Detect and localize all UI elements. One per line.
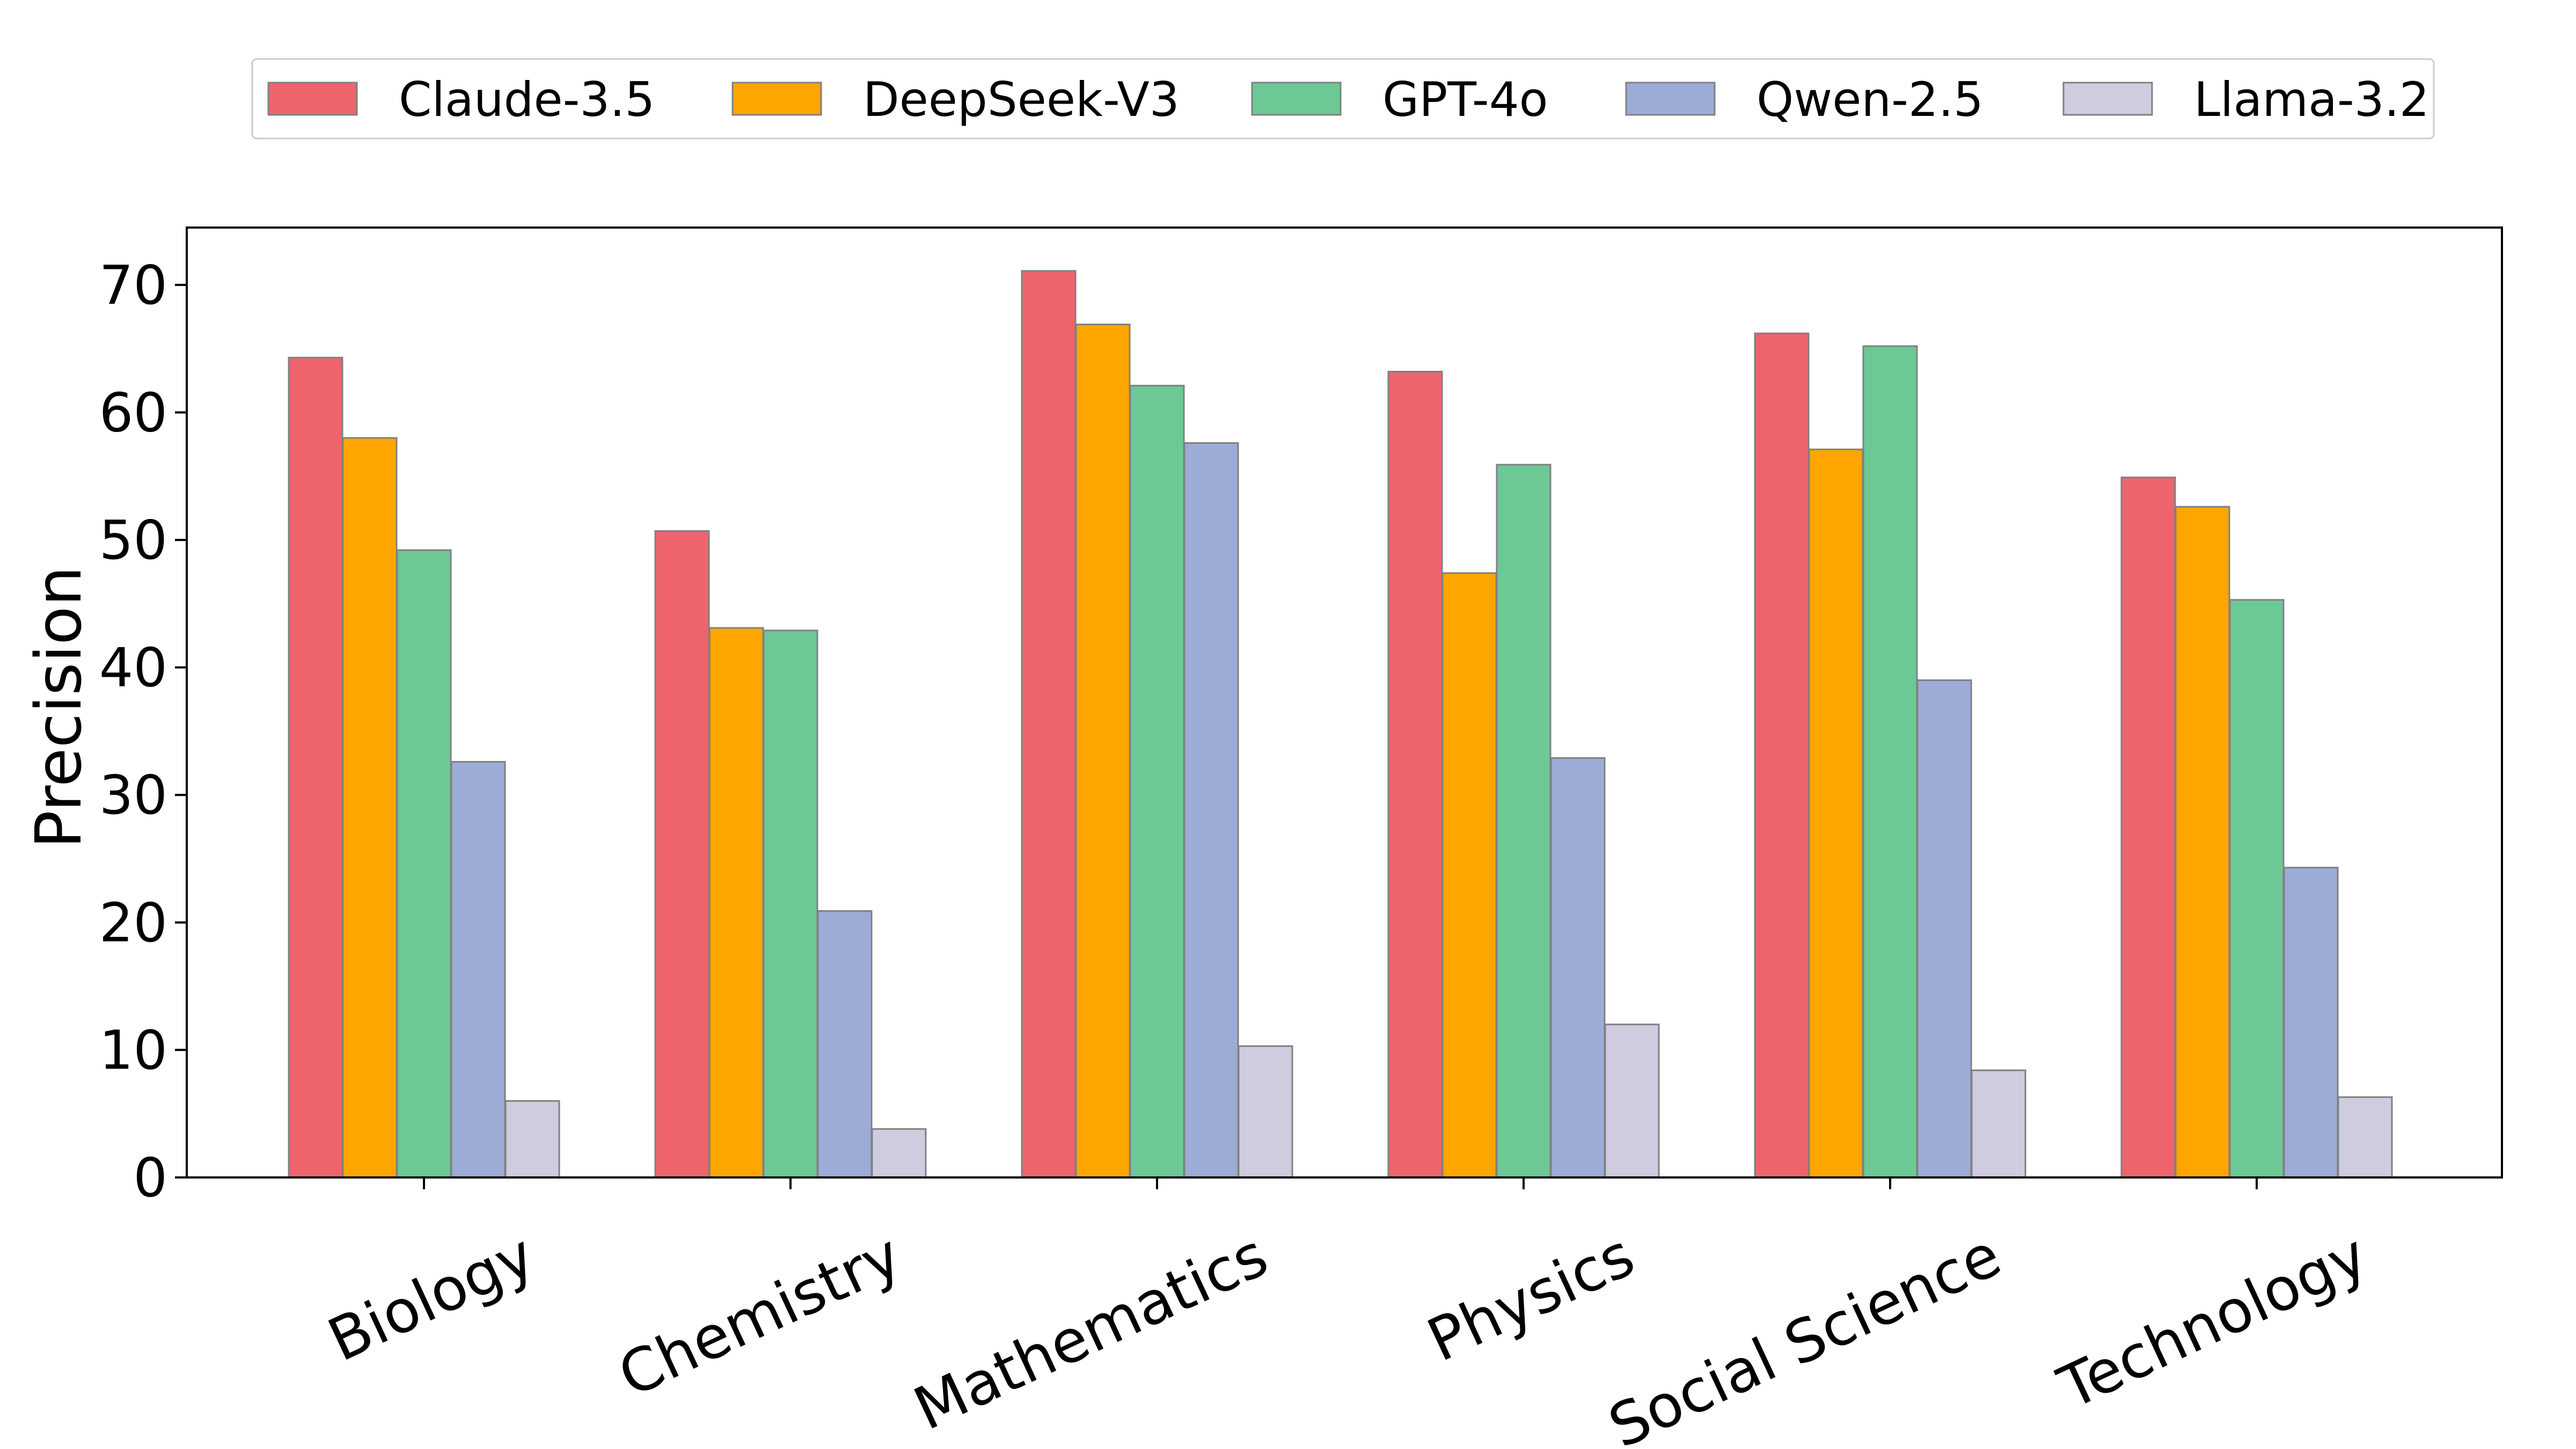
- y-axis-label: Precision: [21, 566, 96, 849]
- legend-swatch-llama-3-2: [2062, 82, 2153, 116]
- bar-qwen-2-5-chemistry: [817, 910, 873, 1179]
- x-tick-label-social-science: Social Science: [1599, 1220, 2011, 1449]
- legend: Claude-3.5 DeepSeek-V3 GPT-4o Qwen-2.5 Llama…: [251, 58, 2435, 140]
- bar-gpt-4o-mathematics: [1129, 385, 1185, 1179]
- legend-swatch-qwen-2-5: [1625, 82, 1716, 116]
- bar-deepseek-v3-physics: [1441, 572, 1497, 1179]
- x-tick-label-technology: Technology: [2048, 1220, 2377, 1423]
- y-tick-label: 60: [99, 381, 167, 444]
- bar-llama-3-2-physics: [1604, 1023, 1660, 1179]
- bar-deepseek-v3-social-science: [1808, 448, 1864, 1179]
- legend-swatch-deepseek-v3: [731, 82, 822, 116]
- bar-claude-3-5-mathematics: [1021, 270, 1077, 1179]
- bar-deepseek-v3-mathematics: [1075, 324, 1131, 1179]
- y-tick-label: 50: [99, 509, 167, 572]
- legend-label-claude-3-5: Claude-3.5: [399, 72, 655, 127]
- x-tick-label-biology: Biology: [318, 1220, 545, 1375]
- bar-claude-3-5-social-science: [1754, 332, 1810, 1179]
- legend-label-qwen-2-5: Qwen-2.5: [1757, 72, 1984, 127]
- bar-llama-3-2-chemistry: [871, 1128, 927, 1179]
- bar-llama-3-2-technology: [2337, 1096, 2393, 1179]
- bar-deepseek-v3-biology: [342, 437, 398, 1179]
- bar-llama-3-2-biology: [504, 1100, 560, 1179]
- y-tick-label: 40: [99, 636, 167, 699]
- legend-label-gpt-4o: GPT-4o: [1382, 72, 1548, 127]
- bar-llama-3-2-mathematics: [1238, 1045, 1293, 1179]
- legend-label-llama-3-2: Llama-3.2: [2194, 72, 2429, 127]
- bar-claude-3-5-physics: [1387, 370, 1443, 1179]
- bar-qwen-2-5-physics: [1550, 757, 1606, 1179]
- x-tick-label-physics: Physics: [1417, 1220, 1644, 1375]
- x-tick-label-chemistry: Chemistry: [609, 1220, 911, 1410]
- y-tick-label: 70: [99, 254, 167, 317]
- bar-claude-3-5-technology: [2120, 477, 2176, 1179]
- y-tick-label: 20: [99, 891, 167, 954]
- legend-label-deepseek-v3: DeepSeek-V3: [863, 72, 1180, 127]
- legend-frame: [251, 58, 2435, 140]
- bar-deepseek-v3-technology: [2175, 506, 2230, 1179]
- bar-gpt-4o-physics: [1496, 464, 1552, 1179]
- bar-claude-3-5-chemistry: [654, 530, 710, 1179]
- bar-qwen-2-5-mathematics: [1183, 442, 1239, 1179]
- legend-swatch-claude-3-5: [267, 82, 358, 116]
- bar-deepseek-v3-chemistry: [708, 627, 764, 1179]
- bar-gpt-4o-social-science: [1862, 345, 1918, 1179]
- y-tick-label: 30: [99, 764, 167, 826]
- bar-claude-3-5-biology: [288, 356, 343, 1179]
- bar-qwen-2-5-technology: [2283, 867, 2339, 1179]
- bar-qwen-2-5-social-science: [1916, 679, 1972, 1179]
- bar-gpt-4o-biology: [396, 549, 452, 1179]
- legend-swatch-gpt-4o: [1251, 82, 1342, 116]
- bar-gpt-4o-chemistry: [763, 630, 818, 1179]
- bars-group: [288, 270, 2393, 1179]
- plot-frame: [186, 226, 2503, 1179]
- y-tick-label: 0: [133, 1146, 167, 1209]
- bar-qwen-2-5-biology: [450, 760, 506, 1179]
- y-tick-label: 10: [99, 1019, 167, 1081]
- bar-llama-3-2-social-science: [1971, 1069, 2026, 1179]
- x-tick-label-mathematics: Mathematics: [904, 1220, 1278, 1444]
- bar-gpt-4o-technology: [2229, 599, 2285, 1179]
